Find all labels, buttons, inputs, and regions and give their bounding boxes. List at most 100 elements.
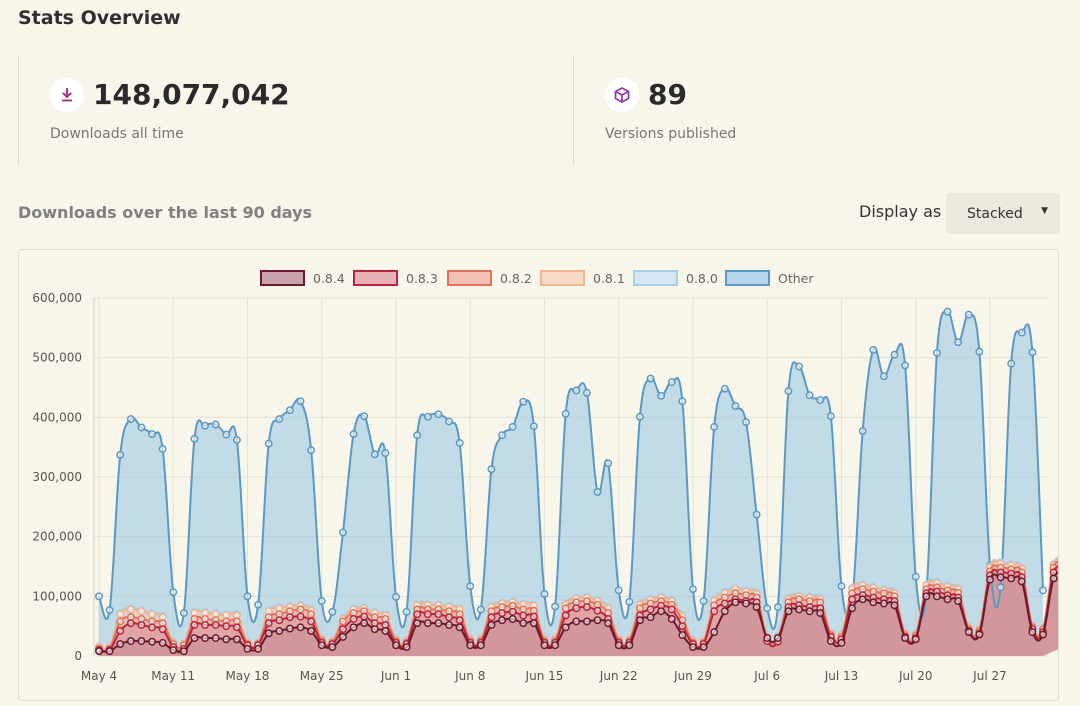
data-point[interactable]: [434, 619, 443, 628]
data-point[interactable]: [243, 644, 252, 653]
data-point[interactable]: [116, 640, 125, 649]
data-point[interactable]: [720, 599, 729, 608]
data-point[interactable]: [445, 417, 453, 426]
data-point[interactable]: [646, 605, 655, 614]
data-point[interactable]: [561, 604, 570, 613]
data-point[interactable]: [922, 592, 931, 601]
data-point[interactable]: [890, 350, 899, 359]
data-point[interactable]: [413, 619, 422, 628]
data-point[interactable]: [540, 589, 549, 598]
data-point[interactable]: [710, 628, 719, 637]
data-point[interactable]: [487, 465, 496, 474]
data-point[interactable]: [795, 362, 803, 371]
data-point[interactable]: [604, 459, 613, 468]
data-point[interactable]: [264, 439, 273, 448]
data-point[interactable]: [296, 612, 305, 621]
data-point[interactable]: [582, 388, 591, 397]
data-point[interactable]: [148, 610, 156, 619]
data-point[interactable]: [551, 641, 560, 650]
data-point[interactable]: [169, 588, 178, 597]
data-point[interactable]: [190, 634, 199, 643]
data-point[interactable]: [911, 635, 920, 644]
data-point[interactable]: [137, 637, 146, 646]
data-point[interactable]: [232, 436, 241, 444]
data-point[interactable]: [954, 338, 963, 347]
data-point[interactable]: [275, 415, 284, 424]
data-point[interactable]: [519, 619, 528, 628]
data-point[interactable]: [943, 595, 952, 604]
data-point[interactable]: [964, 628, 973, 637]
data-point[interactable]: [657, 607, 666, 616]
data-point[interactable]: [731, 402, 740, 410]
data-point[interactable]: [773, 603, 782, 612]
data-point[interactable]: [158, 445, 167, 453]
data-point[interactable]: [95, 592, 103, 601]
data-point[interactable]: [561, 623, 570, 632]
data-point[interactable]: [667, 615, 676, 623]
data-point[interactable]: [657, 391, 666, 400]
data-point[interactable]: [275, 626, 284, 635]
data-point[interactable]: [1007, 359, 1016, 368]
data-point[interactable]: [720, 384, 729, 393]
data-point[interactable]: [370, 450, 379, 459]
data-point[interactable]: [561, 409, 570, 418]
data-point[interactable]: [455, 439, 464, 447]
data-point[interactable]: [360, 612, 369, 621]
data-point[interactable]: [116, 450, 125, 459]
data-point[interactable]: [784, 387, 793, 396]
data-point[interactable]: [392, 592, 400, 601]
data-point[interactable]: [137, 423, 146, 432]
data-point[interactable]: [264, 629, 273, 638]
data-point[interactable]: [901, 634, 910, 643]
data-point[interactable]: [476, 605, 485, 614]
data-point[interactable]: [201, 621, 210, 629]
data-point[interactable]: [158, 625, 167, 634]
legend-item-other[interactable]: Other: [725, 270, 814, 286]
data-point[interactable]: [593, 616, 602, 625]
data-point[interactable]: [1017, 328, 1026, 337]
data-point[interactable]: [211, 634, 220, 643]
data-point[interactable]: [529, 619, 538, 628]
data-point[interactable]: [943, 307, 952, 316]
data-point[interactable]: [487, 621, 496, 629]
data-point[interactable]: [678, 397, 687, 406]
data-point[interactable]: [731, 598, 740, 607]
data-point[interactable]: [773, 634, 782, 643]
data-point[interactable]: [296, 397, 305, 406]
data-point[interactable]: [975, 347, 984, 356]
data-point[interactable]: [646, 613, 655, 622]
data-point[interactable]: [763, 604, 772, 613]
data-point[interactable]: [445, 613, 453, 622]
data-point[interactable]: [635, 604, 644, 613]
data-point[interactable]: [307, 446, 316, 455]
data-point[interactable]: [349, 615, 358, 623]
data-point[interactable]: [95, 647, 103, 656]
data-point[interactable]: [848, 595, 857, 604]
data-point[interactable]: [837, 638, 846, 647]
data-point[interactable]: [519, 611, 528, 620]
data-point[interactable]: [667, 605, 676, 614]
data-point[interactable]: [126, 619, 135, 628]
data-point[interactable]: [466, 582, 475, 591]
data-point[interactable]: [604, 619, 613, 628]
data-point[interactable]: [169, 646, 178, 654]
data-point[interactable]: [243, 592, 252, 601]
data-point[interactable]: [932, 592, 941, 601]
data-point[interactable]: [381, 449, 390, 458]
data-point[interactable]: [317, 641, 326, 650]
data-point[interactable]: [625, 597, 634, 606]
data-point[interactable]: [572, 604, 581, 613]
data-point[interactable]: [179, 609, 188, 617]
data-point[interactable]: [498, 431, 507, 440]
legend-item-0-8-4[interactable]: 0.8.4: [260, 270, 345, 286]
data-point[interactable]: [572, 386, 581, 395]
data-point[interactable]: [264, 619, 273, 628]
data-point[interactable]: [646, 374, 655, 383]
data-point[interactable]: [339, 617, 347, 626]
data-point[interactable]: [879, 599, 888, 608]
data-point[interactable]: [582, 603, 591, 612]
data-point[interactable]: [1039, 630, 1047, 639]
data-point[interactable]: [932, 348, 941, 357]
data-point[interactable]: [572, 617, 581, 626]
data-point[interactable]: [1028, 348, 1037, 357]
